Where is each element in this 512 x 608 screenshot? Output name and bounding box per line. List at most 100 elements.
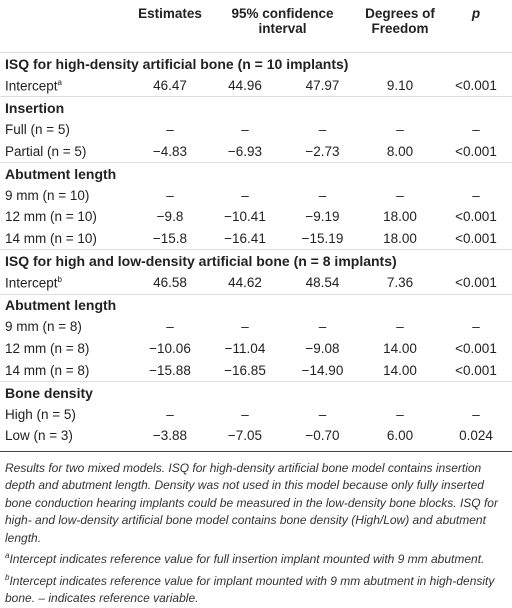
- cell: –: [472, 319, 480, 335]
- table-row: 9 mm (n = 10) – – – – –: [0, 185, 512, 207]
- row-label: 12 mm (n = 8): [0, 338, 135, 360]
- cell: –: [166, 187, 174, 203]
- cell: <0.001: [455, 362, 497, 378]
- header-cell: Estimates: [138, 6, 202, 21]
- table-body: ISQ for high-density artificial bone (n …: [0, 51, 512, 452]
- cell: −4.83: [152, 143, 188, 159]
- cell: −15.8: [152, 231, 188, 247]
- cell: <0.001: [455, 209, 497, 225]
- cell: –: [241, 187, 249, 203]
- table-row: 14 mm (n = 8) −15.88 −16.85 −14.90 14.00 <0.0…: [0, 359, 512, 381]
- row-label: 14 mm (n = 10): [0, 228, 135, 250]
- row-label: Full (n = 5): [0, 119, 135, 141]
- table-row: Abutment length: [0, 161, 512, 185]
- table-row: Bone density: [0, 380, 512, 404]
- cell: 44.96: [228, 77, 262, 93]
- cell: –: [318, 319, 327, 335]
- table-row: Interceptb 46.58 44.62 48.54 7.36 <0.001: [0, 272, 512, 294]
- table-row: Abutment length: [0, 293, 512, 317]
- label-text: Partial (n = 5): [5, 143, 87, 159]
- cell: 46.47: [153, 77, 187, 93]
- cell: –: [166, 406, 174, 422]
- label-text: Low (n = 3): [5, 428, 73, 444]
- label-text: 12 mm (n = 8): [5, 341, 90, 357]
- cell: −9.08: [305, 341, 340, 357]
- row-label: 9 mm (n = 10): [0, 185, 135, 207]
- label-text: Full (n = 5): [5, 122, 70, 138]
- table-row: ISQ for high-density artificial bone (n …: [0, 51, 512, 75]
- cell: 18.00: [383, 231, 417, 247]
- cell: −9.8: [156, 209, 184, 225]
- cell: <0.001: [455, 231, 497, 247]
- note-text: Results for two mixed models. ISQ for hi…: [5, 460, 498, 545]
- header-cell: Degrees of Freedom: [365, 6, 435, 36]
- section-heading: Abutment length: [0, 161, 512, 185]
- cell: −2.73: [305, 143, 340, 159]
- section-heading: Abutment length: [0, 293, 512, 317]
- cell: –: [396, 406, 404, 422]
- cell: –: [472, 187, 480, 203]
- label-text: High (n = 5): [5, 406, 76, 422]
- cell: <0.001: [455, 77, 497, 93]
- cell: 44.62: [228, 275, 262, 291]
- footnote: aIntercept indicates reference value for…: [5, 547, 506, 569]
- header-row: Estimates 95% confidence interval Degree…: [0, 0, 512, 53]
- footnote: bIntercept indicates reference value for…: [5, 569, 506, 608]
- cell: −10.06: [149, 341, 191, 357]
- row-label: 9 mm (n = 8): [0, 316, 135, 338]
- table-row: Partial (n = 5) −4.83 −6.93 −2.73 8.00 <0.001: [0, 140, 512, 162]
- table: Estimates 95% confidence interval Degree…: [0, 0, 512, 452]
- cell: −14.90: [301, 362, 344, 378]
- cell: 9.10: [386, 77, 414, 93]
- cell: –: [241, 406, 249, 422]
- cell: −7.05: [205, 425, 285, 452]
- cell: −3.88: [135, 425, 205, 452]
- label-text: 9 mm (n = 8): [5, 319, 82, 335]
- cell: –: [166, 319, 174, 335]
- cell: –: [166, 122, 174, 138]
- row-label: Low (n = 3): [0, 425, 135, 452]
- cell: –: [396, 187, 404, 203]
- cell: 47.97: [305, 77, 340, 93]
- cell: –: [318, 406, 327, 422]
- label-text: 14 mm (n = 8): [5, 362, 90, 378]
- table-row: Full (n = 5) – – – – –: [0, 119, 512, 141]
- superscript: a: [5, 551, 10, 561]
- row-label: Partial (n = 5): [0, 140, 135, 162]
- section-heading: ISQ for high and low-density artificial …: [0, 249, 512, 272]
- header-cell: 95% confidence interval: [231, 6, 334, 36]
- superscript: a: [57, 77, 62, 87]
- cell: –: [396, 122, 404, 138]
- table-row: High (n = 5) – – – – –: [0, 404, 512, 426]
- cell: –: [241, 122, 249, 138]
- cell: 0.024: [440, 425, 512, 452]
- cell: –: [318, 122, 327, 138]
- cell: 6.00: [360, 425, 440, 452]
- cell: −0.70: [285, 425, 360, 452]
- section-heading: Bone density: [0, 380, 512, 404]
- cell: 48.54: [305, 275, 340, 291]
- row-label: Interceptb: [0, 272, 135, 294]
- label-text: Intercept: [5, 78, 58, 94]
- cell: –: [472, 406, 480, 422]
- cell: 14.00: [383, 362, 417, 378]
- cell: <0.001: [455, 275, 497, 291]
- cell: –: [241, 319, 249, 335]
- section-heading: ISQ for high-density artificial bone (n …: [0, 51, 512, 75]
- table-row: 14 mm (n = 10) −15.8 −16.41 −15.19 18.00 <0.0…: [0, 228, 512, 250]
- cell: 18.00: [383, 209, 417, 225]
- header-cell: [0, 0, 135, 53]
- cell: −15.19: [301, 231, 344, 247]
- cell: –: [472, 122, 480, 138]
- footnote-text: Intercept indicates reference value for …: [5, 573, 495, 606]
- cell: −16.85: [224, 362, 266, 378]
- row-label: 12 mm (n = 10): [0, 206, 135, 228]
- cell: <0.001: [455, 341, 497, 357]
- superscript: b: [57, 274, 62, 284]
- row-label: Intercepta: [0, 75, 135, 97]
- table-row: ISQ for high and low-density artificial …: [0, 249, 512, 272]
- section-heading: Insertion: [0, 96, 512, 119]
- label-text: Intercept: [5, 275, 58, 291]
- table-row: 12 mm (n = 10) −9.8 −10.41 −9.19 18.00 <0.001: [0, 206, 512, 228]
